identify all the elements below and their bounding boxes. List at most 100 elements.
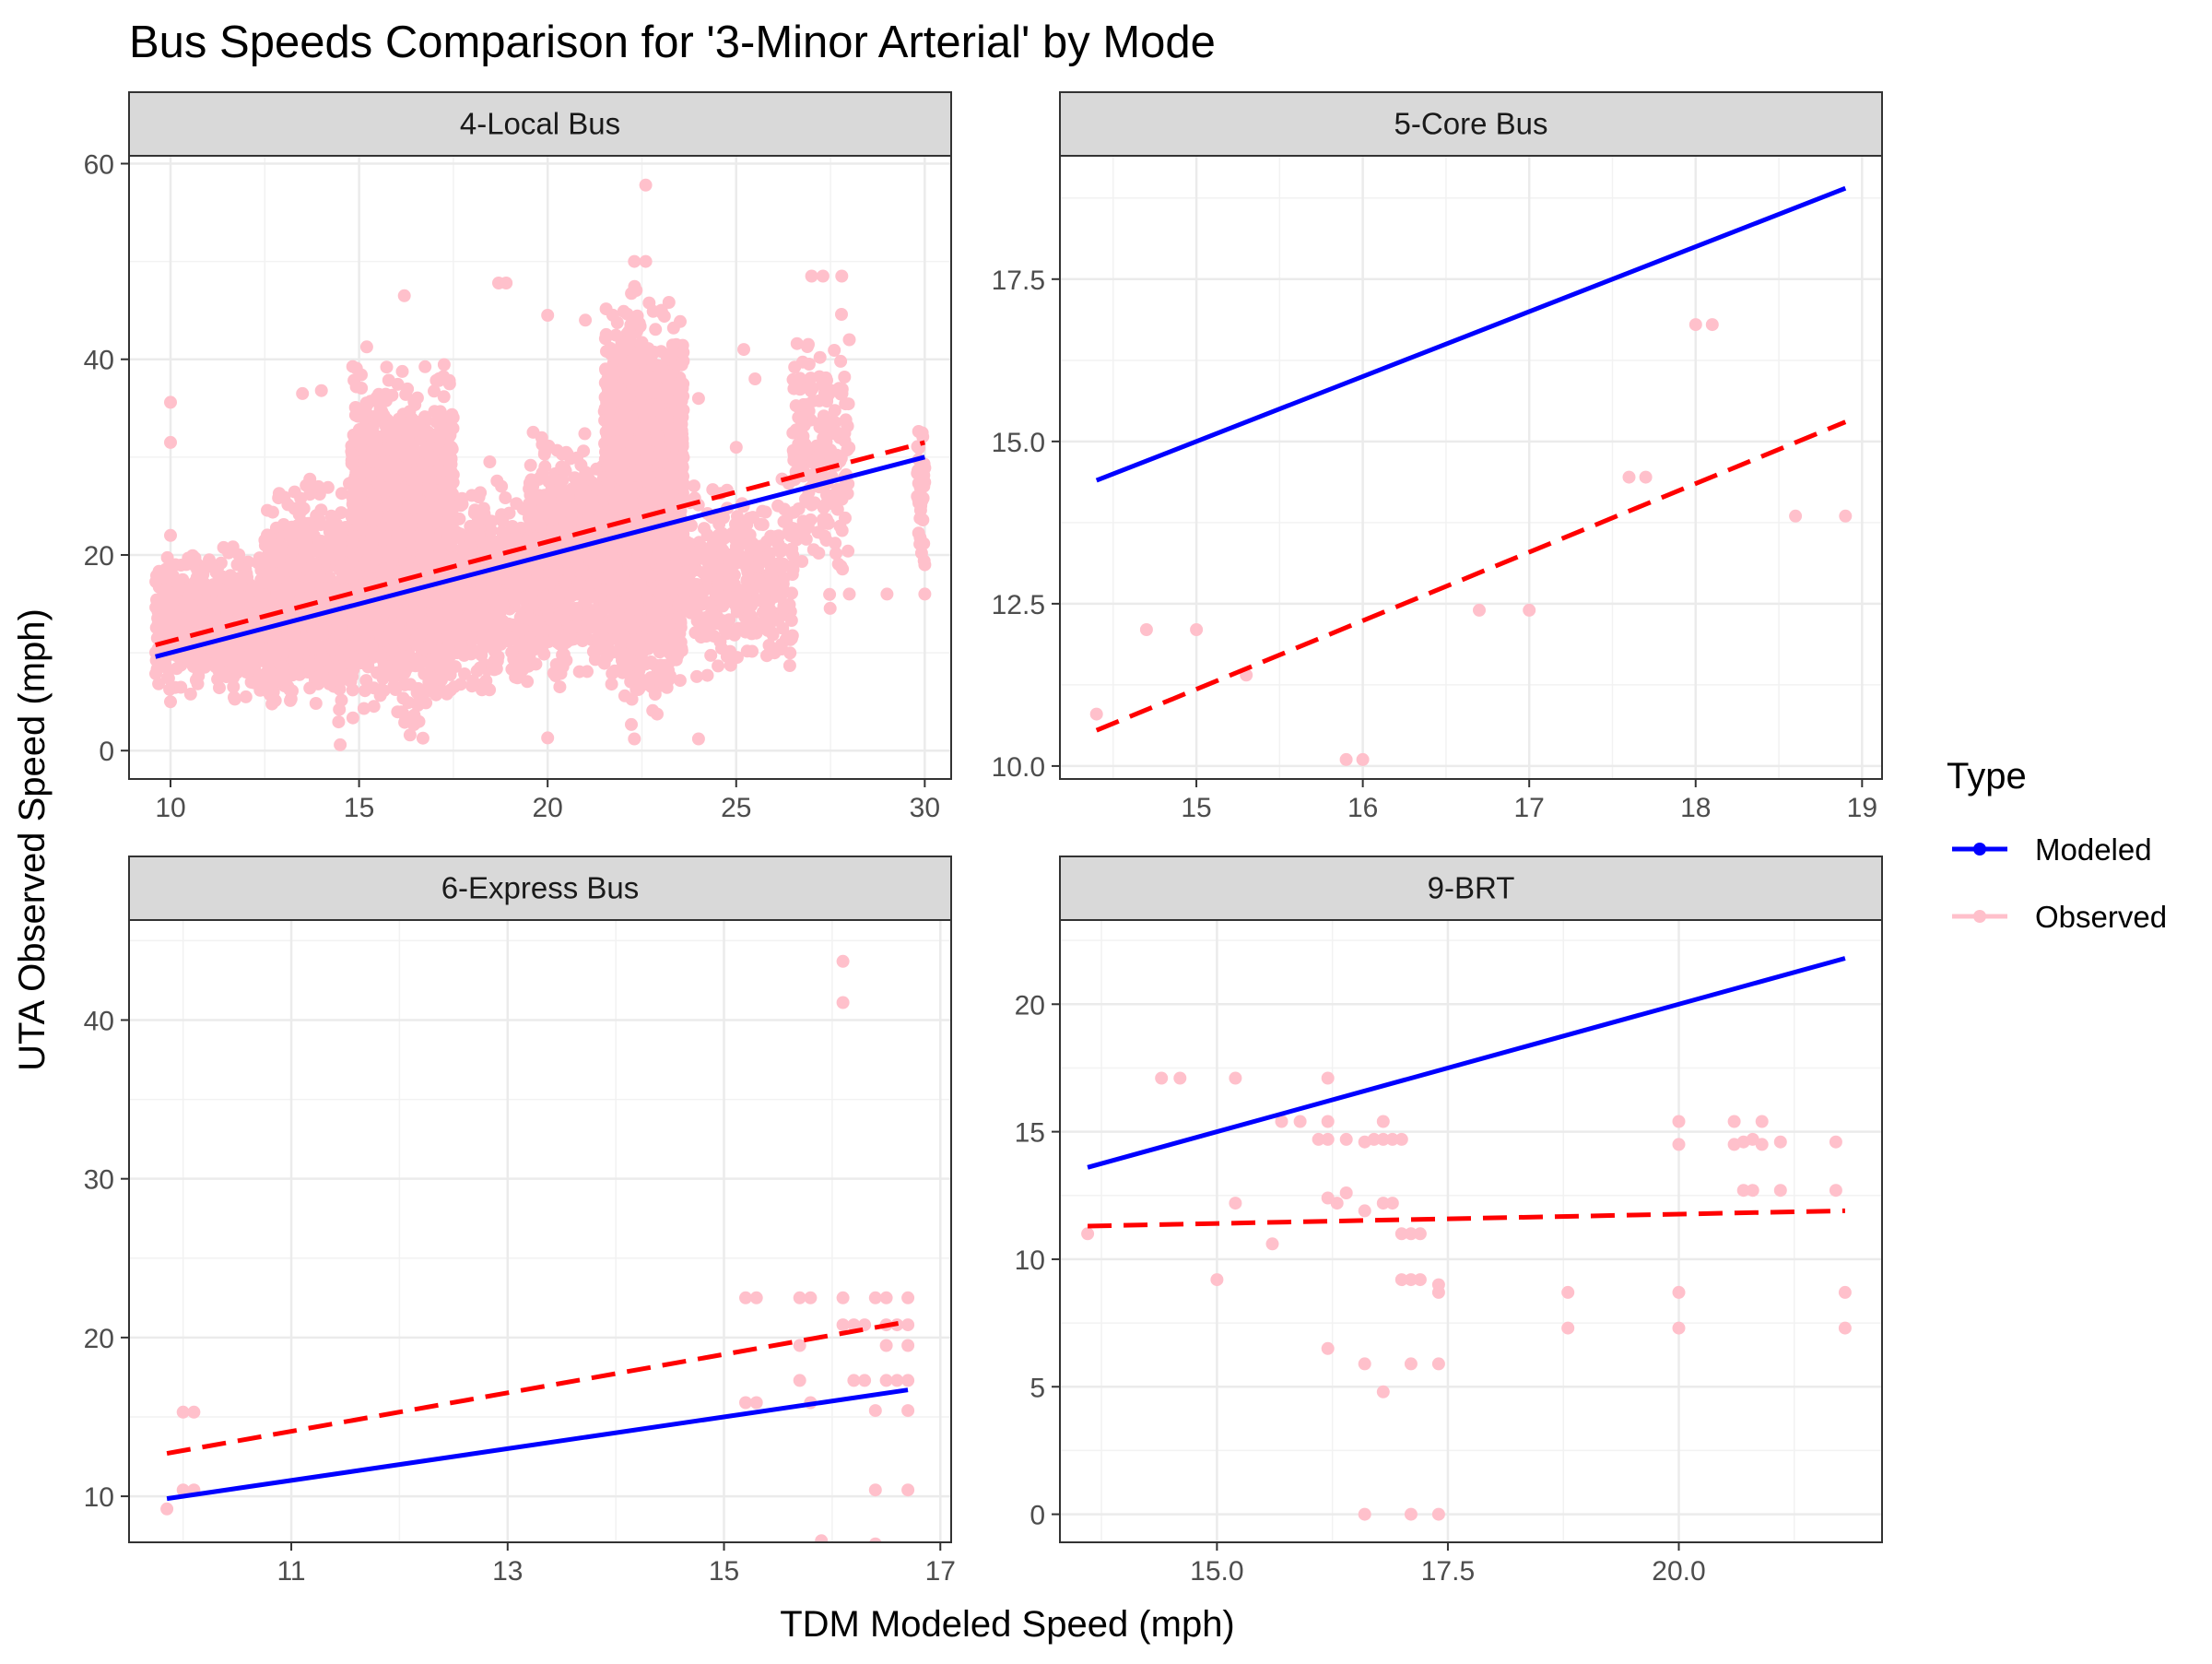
observed-point [308,560,321,572]
observed-point [453,513,465,525]
observed-point [241,592,253,605]
observed-point [435,674,448,687]
observed-point [509,595,522,608]
observed-point [527,490,540,503]
observed-point [524,477,536,490]
observed-point [456,543,469,556]
observed-point [286,545,299,558]
observed-point [347,611,360,624]
observed-point [177,631,190,643]
observed-point [360,625,373,638]
observed-point [269,640,282,653]
observed-point [161,603,174,616]
observed-point [393,419,406,431]
observed-point [483,514,496,527]
observed-point [531,615,544,628]
observed-point [418,561,431,574]
observed-point [481,638,494,651]
observed-point [205,560,218,572]
observed-point [559,654,572,667]
observed-point [350,634,363,647]
observed-point [322,481,335,494]
observed-point [193,577,206,590]
observed-point [396,707,409,720]
observed-point [571,556,583,569]
observed-point [466,675,479,688]
observed-point [334,563,347,576]
observed-point [403,405,416,418]
observed-point [538,448,551,461]
observed-point [285,531,298,544]
observed-point [418,360,431,373]
observed-point [422,670,435,683]
observed-point [486,541,499,554]
observed-point [404,678,417,690]
observed-point [262,650,275,663]
observed-point [490,662,503,675]
observed-point [534,520,547,533]
observed-point [346,536,359,549]
observed-point [513,666,526,679]
observed-point [575,478,588,491]
observed-point [227,540,240,553]
observed-point [396,365,409,378]
observed-point [307,587,320,600]
observed-point [445,539,458,552]
observed-point [454,643,467,656]
observed-point [360,340,373,353]
observed-point [457,557,470,570]
observed-point [406,473,419,486]
observed-point [376,567,389,580]
observed-point [557,502,570,515]
observed-point [413,416,426,429]
observed-point [349,502,362,514]
observed-point [385,496,398,509]
observed-point [417,541,429,554]
observed-point [466,529,479,542]
observed-point [453,527,466,540]
observed-point [369,443,382,455]
observed-point [490,475,503,488]
observed-point [347,683,359,696]
observed-point [370,430,382,443]
observed-point [496,525,509,538]
observed-point [429,374,442,387]
observed-point [407,709,420,722]
observed-point [447,422,460,435]
observed-point [549,525,562,538]
observed-point [368,495,381,508]
observed-point [427,685,440,698]
observed-point [312,678,324,690]
observed-point [386,509,399,522]
observed-point [213,681,226,694]
observed-point [314,518,327,531]
observed-point [573,666,586,679]
observed-point [432,464,445,477]
observed-point [284,694,297,707]
observed-point [468,503,481,516]
observed-point [353,423,366,436]
observed-point [483,683,496,696]
observed-point [433,432,446,445]
observed-point [272,552,285,565]
observed-point [300,479,312,492]
observed-point [234,604,247,617]
observed-point [448,680,461,693]
observed-point [268,538,281,551]
observed-point [417,595,429,608]
observed-point [528,579,541,592]
observed-point [424,658,437,671]
observed-point [586,515,599,528]
observed-point [400,608,413,621]
observed-point [570,604,582,617]
observed-point [184,599,197,612]
observed-point [298,533,311,546]
observed-point [347,712,359,725]
observed-point [378,455,391,468]
observed-point [353,438,366,451]
observed-point [327,643,340,656]
observed-point [346,670,359,683]
observed-point [368,681,381,694]
observed-point [280,674,293,687]
